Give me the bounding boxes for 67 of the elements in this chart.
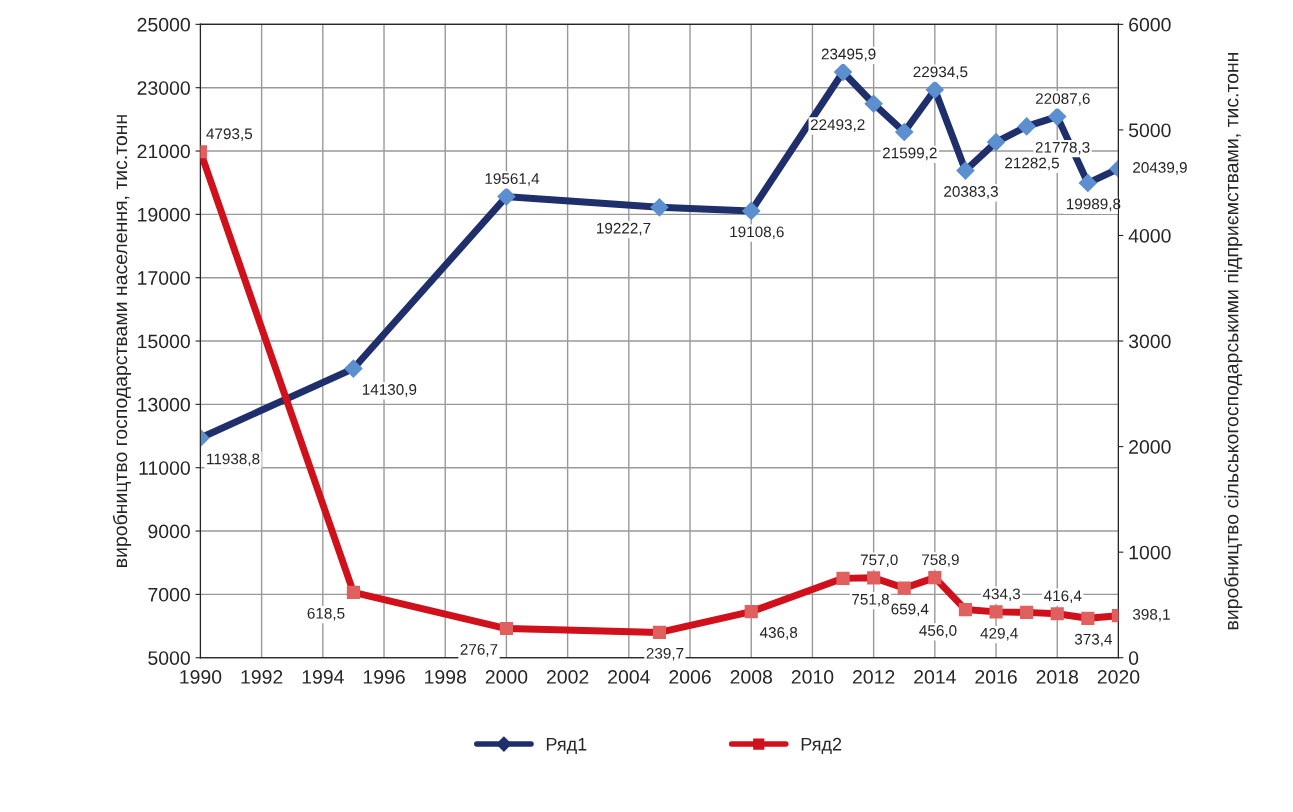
legend-label: Ряд2 — [801, 737, 842, 754]
y-tick-label: 11000 — [139, 461, 190, 475]
data-label: 21282,5 — [1005, 157, 1059, 171]
y2-tick-label: 4000 — [1128, 228, 1171, 243]
x-tick-label: 2006 — [669, 670, 711, 684]
data-label: 618,5 — [307, 607, 345, 621]
data-label: 21599,2 — [882, 147, 937, 161]
y-tick-label: 19000 — [138, 207, 190, 222]
x-tick-label: 2018 — [1036, 670, 1079, 684]
x-tick-label: 2012 — [852, 670, 895, 684]
y-axis-title: виробництво господарствами населення, тис.тонн — [112, 115, 132, 567]
data-label: 11938,8 — [207, 453, 260, 467]
data-label: 429,4 — [980, 627, 1018, 641]
x-tick-label: 1992 — [241, 670, 283, 684]
y2-tick-label: 1000 — [1129, 545, 1171, 560]
x-tick-label: 1996 — [363, 670, 405, 684]
data-label: 757,0 — [860, 554, 898, 568]
y-tick-label: 9000 — [148, 524, 190, 539]
x-tick-label: 2000 — [485, 670, 528, 684]
y2-tick-label: 2000 — [1129, 440, 1171, 454]
data-label: 373,4 — [1074, 633, 1113, 647]
y2-axis-title: виробництво сільськогосподарськими підприємствами, тис.тонн — [1224, 52, 1243, 630]
data-label: 239,7 — [646, 647, 684, 661]
data-label: 22087,6 — [1035, 93, 1090, 106]
x-tick-label: 2004 — [608, 670, 650, 684]
data-label: 434,3 — [982, 588, 1021, 602]
data-label: 22934,5 — [913, 66, 968, 80]
data-label: 398,1 — [1132, 608, 1170, 622]
y-tick-label: 23000 — [137, 81, 190, 95]
data-label: 456,0 — [919, 625, 957, 638]
data-label: 20439,9 — [1133, 162, 1187, 175]
y-tick-label: 25000 — [137, 17, 190, 32]
data-label: 14130,9 — [362, 384, 417, 397]
data-label: 19222,7 — [597, 222, 651, 236]
x-tick-label: 2020 — [1097, 670, 1140, 684]
x-tick-label: 2014 — [914, 670, 956, 684]
data-label: 19108,6 — [730, 226, 784, 240]
legend-label: Ряд1 — [546, 737, 587, 754]
data-label: 21778,3 — [1035, 141, 1090, 155]
x-tick-label: 1994 — [302, 670, 344, 684]
data-label: 276,7 — [460, 644, 498, 657]
y2-tick-label: 0 — [1128, 651, 1139, 665]
y2-tick-label: 5000 — [1128, 123, 1171, 138]
y2-tick-label: 6000 — [1129, 17, 1171, 32]
x-tick-label: 2008 — [730, 670, 773, 684]
x-tick-label: 1990 — [180, 670, 222, 684]
y-tick-label: 21000 — [137, 144, 190, 159]
y-tick-label: 17000 — [138, 271, 190, 285]
x-tick-label: 1998 — [425, 670, 467, 684]
data-label: 436,8 — [759, 627, 798, 640]
data-label: 416,4 — [1044, 590, 1082, 603]
data-label: 659,4 — [891, 603, 929, 617]
data-label: 758,9 — [922, 554, 959, 567]
data-label: 19561,4 — [485, 173, 540, 186]
x-tick-label: 2016 — [975, 670, 1017, 684]
data-label: 20383,3 — [944, 186, 998, 199]
x-tick-label: 2002 — [546, 670, 589, 684]
y-tick-label: 13000 — [138, 397, 190, 412]
data-label: 751,8 — [852, 593, 889, 607]
data-label: 22493,2 — [810, 119, 865, 132]
y2-tick-label: 3000 — [1128, 334, 1171, 349]
y-tick-label: 7000 — [148, 587, 190, 602]
data-label: 4793,5 — [206, 128, 253, 141]
x-tick-label: 2010 — [791, 670, 834, 684]
y-tick-label: 15000 — [138, 334, 190, 349]
data-label: 23495,9 — [821, 48, 876, 62]
y-tick-label: 5000 — [148, 651, 190, 665]
